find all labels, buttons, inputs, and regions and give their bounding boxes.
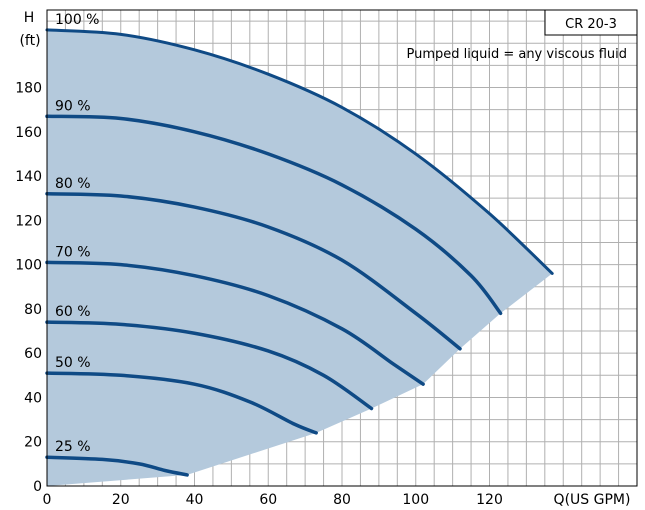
x-tick-label: 60 bbox=[259, 492, 277, 508]
curve-label-100-pct: 100 % bbox=[55, 12, 99, 28]
x-tick-label: 100 bbox=[402, 492, 429, 508]
curve-lines bbox=[45, 28, 554, 477]
y-axis-label-h: H bbox=[24, 10, 35, 26]
y-axis-ticks: 0 20 40 60 80 100 120 140 160 180 bbox=[15, 80, 42, 495]
x-tick-label: 20 bbox=[112, 492, 130, 508]
curve-line-50-pct bbox=[45, 371, 318, 435]
x-tick-label: 0 bbox=[43, 492, 52, 508]
curve-line-90-pct bbox=[45, 114, 503, 316]
curve-label-80-pct: 80 % bbox=[55, 176, 91, 192]
curve-labels: 100 % 90 % 80 % 70 % 60 % 50 % 25 % bbox=[55, 12, 99, 455]
plot-frame bbox=[46, 9, 638, 487]
curve-line-80-pct bbox=[45, 192, 462, 351]
curve-label-50-pct: 50 % bbox=[55, 355, 91, 371]
curve-label-90-pct: 90 % bbox=[55, 98, 91, 114]
x-axis-ticks: 0 20 40 60 80 100 120 bbox=[43, 492, 503, 508]
y-axis-label-unit: (ft) bbox=[19, 33, 40, 49]
x-tick-label: 80 bbox=[333, 492, 351, 508]
y-tick-label: 40 bbox=[24, 390, 42, 406]
title-box bbox=[544, 9, 638, 36]
y-tick-label: 160 bbox=[15, 125, 42, 141]
y-tick-label: 120 bbox=[15, 213, 42, 229]
curve-line-100-pct bbox=[45, 28, 554, 275]
y-tick-label: 180 bbox=[15, 80, 42, 96]
x-tick-label: 120 bbox=[476, 492, 503, 508]
y-tick-label: 0 bbox=[33, 479, 42, 495]
x-axis-label: Q(US GPM) bbox=[554, 492, 631, 508]
chart-subtitle: Pumped liquid = any viscous fluid bbox=[406, 47, 627, 62]
y-tick-label: 60 bbox=[24, 346, 42, 362]
y-tick-label: 20 bbox=[24, 435, 42, 451]
x-tick-label: 40 bbox=[186, 492, 204, 508]
curve-label-60-pct: 60 % bbox=[55, 304, 91, 320]
curve-label-25-pct: 25 % bbox=[55, 439, 91, 455]
curve-label-70-pct: 70 % bbox=[55, 244, 91, 260]
y-tick-label: 80 bbox=[24, 302, 42, 318]
y-tick-label: 100 bbox=[15, 258, 42, 274]
curve-line-25-pct bbox=[45, 455, 189, 477]
curve-line-70-pct bbox=[45, 260, 425, 386]
chart-title: CR 20-3 bbox=[565, 17, 617, 32]
operating-area bbox=[47, 29, 553, 487]
curve-line-60-pct bbox=[45, 320, 374, 411]
y-tick-label: 140 bbox=[15, 169, 42, 185]
